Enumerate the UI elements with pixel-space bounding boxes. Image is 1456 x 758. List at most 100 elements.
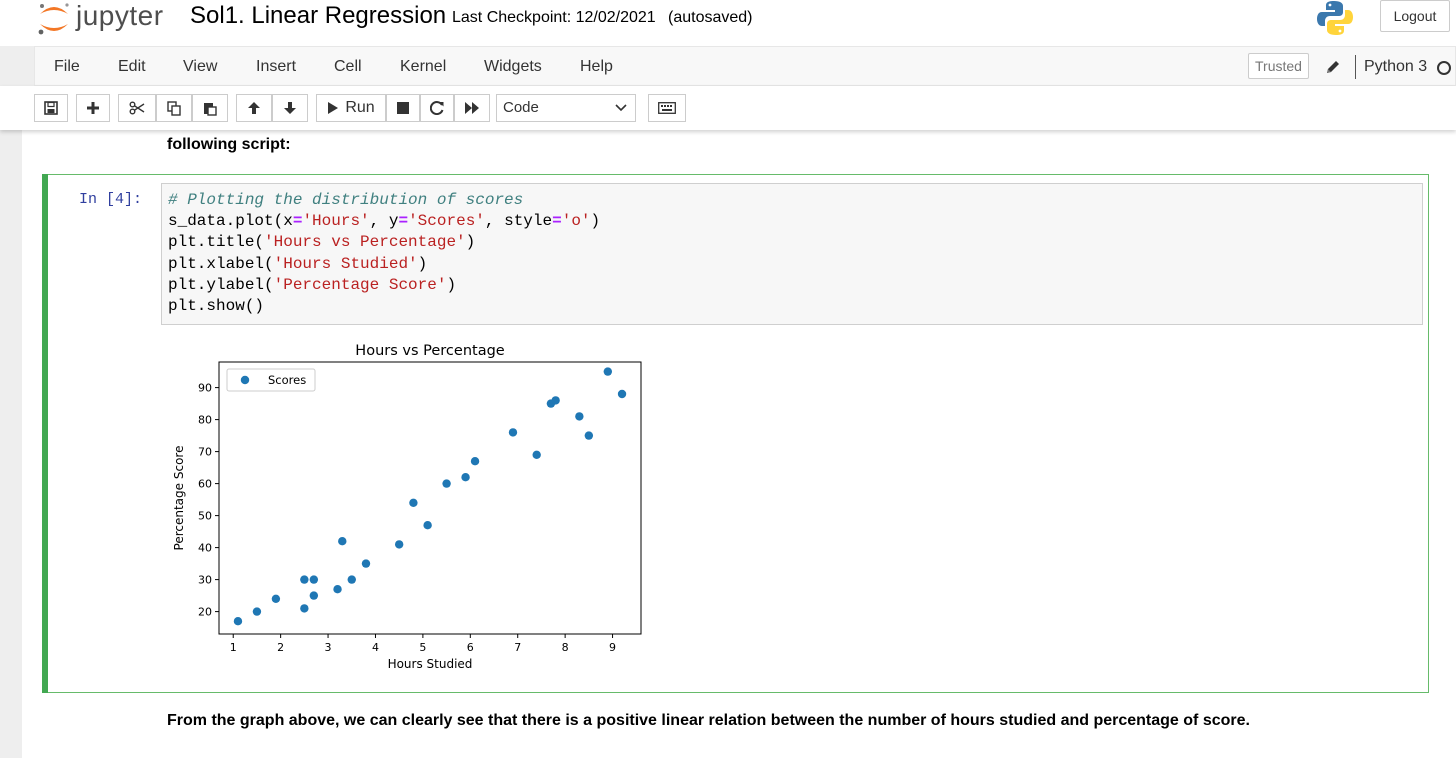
data-point <box>361 559 371 568</box>
x-tick-label: 9 <box>609 641 616 654</box>
menu-edit[interactable]: Edit <box>118 58 146 75</box>
code-token: = <box>398 212 409 231</box>
code-line: plt.ylabel('Percentage Score') <box>168 275 1422 296</box>
plus-icon <box>87 102 99 114</box>
run-label: Run <box>345 99 375 116</box>
keyboard-icon <box>658 102 676 114</box>
toolbar: Run Code <box>0 86 1456 130</box>
pencil-icon[interactable] <box>1325 59 1341 75</box>
move-up-button[interactable] <box>236 94 272 122</box>
copy-icon <box>167 100 181 116</box>
menu-kernel[interactable]: Kernel <box>400 58 447 75</box>
menu-insert[interactable]: Insert <box>256 58 297 75</box>
y-tick-label: 20 <box>198 606 212 619</box>
code-token: plt.xlabel( <box>168 254 274 273</box>
notebook-container: following script: In [4]: # Plotting the… <box>22 130 1456 758</box>
restart-button[interactable] <box>420 94 454 122</box>
y-tick-label: 70 <box>198 446 212 459</box>
code-token: 'Hours' <box>302 212 370 231</box>
code-token: 'Hours Studied' <box>273 254 418 273</box>
code-editor[interactable]: # Plotting the distribution of scores s_… <box>161 183 1423 325</box>
paste-button[interactable] <box>192 94 228 122</box>
kernel-name[interactable]: Python 3 <box>1364 58 1428 75</box>
code-token: ) <box>465 233 476 252</box>
data-point <box>233 617 243 626</box>
menu-cell[interactable]: Cell <box>334 58 362 75</box>
y-tick-label: 80 <box>198 414 212 427</box>
data-point <box>309 575 319 584</box>
code-line: s_data.plot(x='Hours', y='Scores', style… <box>168 211 1422 232</box>
move-down-button[interactable] <box>272 94 308 122</box>
code-cell[interactable]: In [4]: # Plotting the distribution of s… <box>42 174 1429 693</box>
code-token: plt.title( <box>168 233 265 252</box>
scatter-chart: Hours vs Percentage 1 2 3 4 5 6 7 8 9 20 30 40 50 60 70… <box>172 343 642 671</box>
scissors-icon <box>129 101 145 115</box>
python-logo-icon <box>1317 1 1353 35</box>
logout-button[interactable]: Logout <box>1380 0 1450 32</box>
code-token: ) <box>590 212 601 231</box>
code-line: plt.title('Hours vs Percentage') <box>168 232 1422 253</box>
code-token: , style <box>484 212 553 231</box>
y-tick-label: 60 <box>198 478 212 491</box>
output-plot: Hours vs Percentage 1 2 3 4 5 6 7 8 9 20 30 40 50 60 70… <box>163 333 663 683</box>
save-button[interactable] <box>34 94 68 122</box>
interrupt-button[interactable] <box>386 94 420 122</box>
cut-button[interactable] <box>118 94 156 122</box>
run-button[interactable]: Run <box>316 94 386 122</box>
y-tick-label: 50 <box>198 510 212 523</box>
y-tick-label: 90 <box>198 382 212 395</box>
command-palette-button[interactable] <box>648 94 686 122</box>
data-point <box>409 498 418 507</box>
code-token: 'o' <box>561 212 591 231</box>
menu-file[interactable]: File <box>54 58 80 75</box>
trusted-indicator[interactable]: Trusted <box>1248 53 1309 79</box>
data-point <box>394 540 404 549</box>
x-tick-label: 8 <box>562 641 569 654</box>
menubar: File Edit View Insert Cell Kernel Widget… <box>34 46 1456 86</box>
code-line: plt.show() <box>168 296 1422 317</box>
y-tick-label: 30 <box>198 574 212 587</box>
jupyter-logo-icon[interactable] <box>36 2 72 36</box>
cell-type-select[interactable]: Code <box>496 94 636 122</box>
last-checkpoint: Last Checkpoint: 12/02/2021 <box>452 9 656 26</box>
jupyter-logo-text[interactable]: jupyter <box>76 0 164 31</box>
x-tick-label: 2 <box>277 641 284 654</box>
data-point <box>338 537 347 546</box>
insert-cell-button[interactable] <box>76 94 110 122</box>
copy-button[interactable] <box>156 94 192 122</box>
restart-run-all-button[interactable] <box>454 94 490 122</box>
data-point <box>508 428 518 437</box>
data-point <box>603 367 613 376</box>
y-tick-label: 40 <box>198 542 212 555</box>
plot-area <box>218 361 642 635</box>
stop-icon <box>397 102 409 114</box>
code-token: 'Percentage Score' <box>273 275 447 294</box>
code-token: plt.show() <box>168 296 265 315</box>
code-token: = <box>552 212 562 231</box>
menu-widgets[interactable]: Widgets <box>484 58 542 75</box>
data-point <box>271 594 281 603</box>
data-point <box>575 412 584 421</box>
notebook-title[interactable]: Sol1. Linear Regression <box>190 2 447 29</box>
legend-label: Scores <box>268 373 306 387</box>
x-tick-label: 6 <box>467 641 474 654</box>
paste-icon <box>204 102 217 116</box>
code-token: s_data.plot(x <box>168 212 293 231</box>
data-point <box>461 473 470 482</box>
data-point <box>347 575 356 584</box>
x-tick-label: 1 <box>230 641 237 654</box>
y-axis-label: Percentage Score <box>172 446 186 551</box>
legend-marker <box>240 375 250 385</box>
data-point <box>551 396 560 405</box>
x-tick-label: 5 <box>419 641 426 654</box>
menu-view[interactable]: View <box>183 58 218 75</box>
menu-help[interactable]: Help <box>580 58 613 75</box>
arrow-up-icon <box>248 102 260 114</box>
data-point <box>423 521 432 530</box>
data-point <box>470 457 480 466</box>
input-prompt: In [4]: <box>79 191 143 208</box>
markdown-cell-text[interactable]: following script: <box>167 136 291 153</box>
code-token: 'Scores' <box>408 212 485 231</box>
markdown-conclusion[interactable]: From the graph above, we can clearly see… <box>167 712 1250 729</box>
kernel-idle-indicator-icon <box>1437 61 1451 75</box>
